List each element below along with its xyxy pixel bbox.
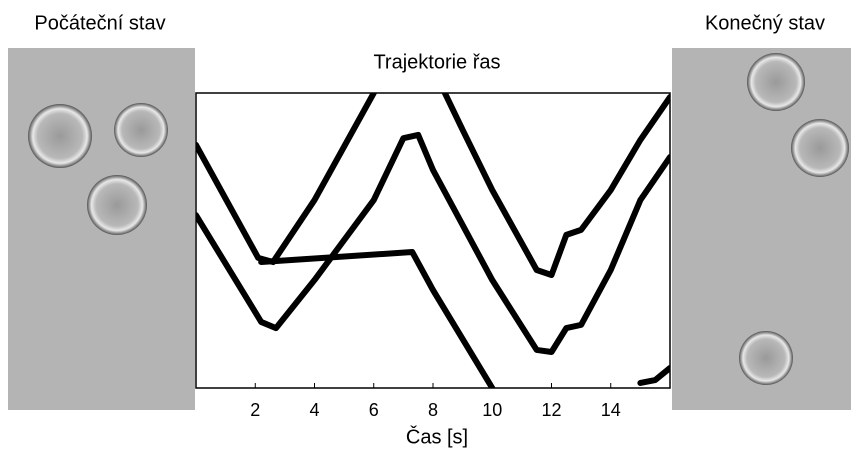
chart-title: Trajektorie řas — [373, 51, 500, 73]
plot-area — [195, 92, 671, 389]
trajectory — [196, 131, 670, 356]
trajectory — [637, 364, 670, 386]
final-image — [672, 48, 851, 410]
x-tick-label: 2 — [250, 400, 260, 420]
trajectory — [441, 93, 670, 279]
right-label: Konečný stav — [705, 12, 825, 34]
left-label: Počáteční stav — [34, 12, 165, 34]
x-axis-label: Čas [s] — [406, 425, 468, 448]
x-tick-label: 12 — [541, 400, 561, 420]
x-tick-label: 6 — [369, 400, 379, 420]
x-tick-label: 14 — [601, 400, 621, 420]
x-tick-label: 4 — [309, 400, 319, 420]
x-tick-label: 10 — [482, 400, 502, 420]
trajectory — [258, 249, 496, 388]
lines — [196, 93, 670, 388]
initial-image — [8, 48, 195, 410]
x-tick-label: 8 — [428, 400, 438, 420]
